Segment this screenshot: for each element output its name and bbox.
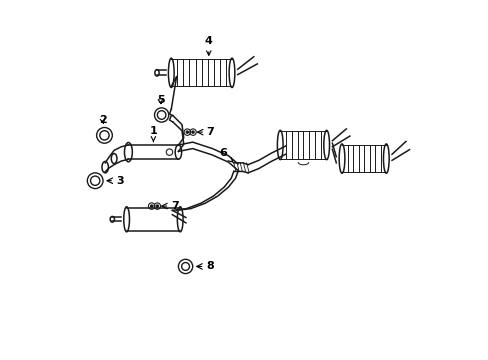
Text: 2: 2: [99, 115, 106, 125]
Text: 3: 3: [116, 176, 123, 186]
Ellipse shape: [177, 207, 183, 232]
Ellipse shape: [175, 145, 181, 159]
Ellipse shape: [229, 58, 234, 87]
Circle shape: [150, 205, 152, 207]
Ellipse shape: [383, 144, 388, 173]
Text: 4: 4: [204, 36, 212, 55]
Circle shape: [156, 205, 158, 207]
Ellipse shape: [155, 69, 159, 76]
Text: 1: 1: [149, 126, 157, 141]
Circle shape: [186, 131, 188, 133]
Ellipse shape: [102, 161, 108, 173]
Ellipse shape: [111, 154, 117, 163]
Ellipse shape: [123, 207, 129, 232]
Ellipse shape: [124, 143, 132, 162]
Ellipse shape: [110, 216, 114, 222]
Text: 6: 6: [219, 148, 232, 162]
Text: 7: 7: [206, 127, 214, 137]
Circle shape: [192, 131, 194, 133]
Text: 7: 7: [171, 201, 178, 211]
Ellipse shape: [277, 130, 283, 159]
Circle shape: [166, 149, 172, 156]
Ellipse shape: [168, 58, 174, 87]
Ellipse shape: [339, 144, 344, 173]
Text: 5: 5: [157, 95, 164, 105]
Text: 8: 8: [206, 261, 214, 271]
Ellipse shape: [323, 130, 329, 159]
